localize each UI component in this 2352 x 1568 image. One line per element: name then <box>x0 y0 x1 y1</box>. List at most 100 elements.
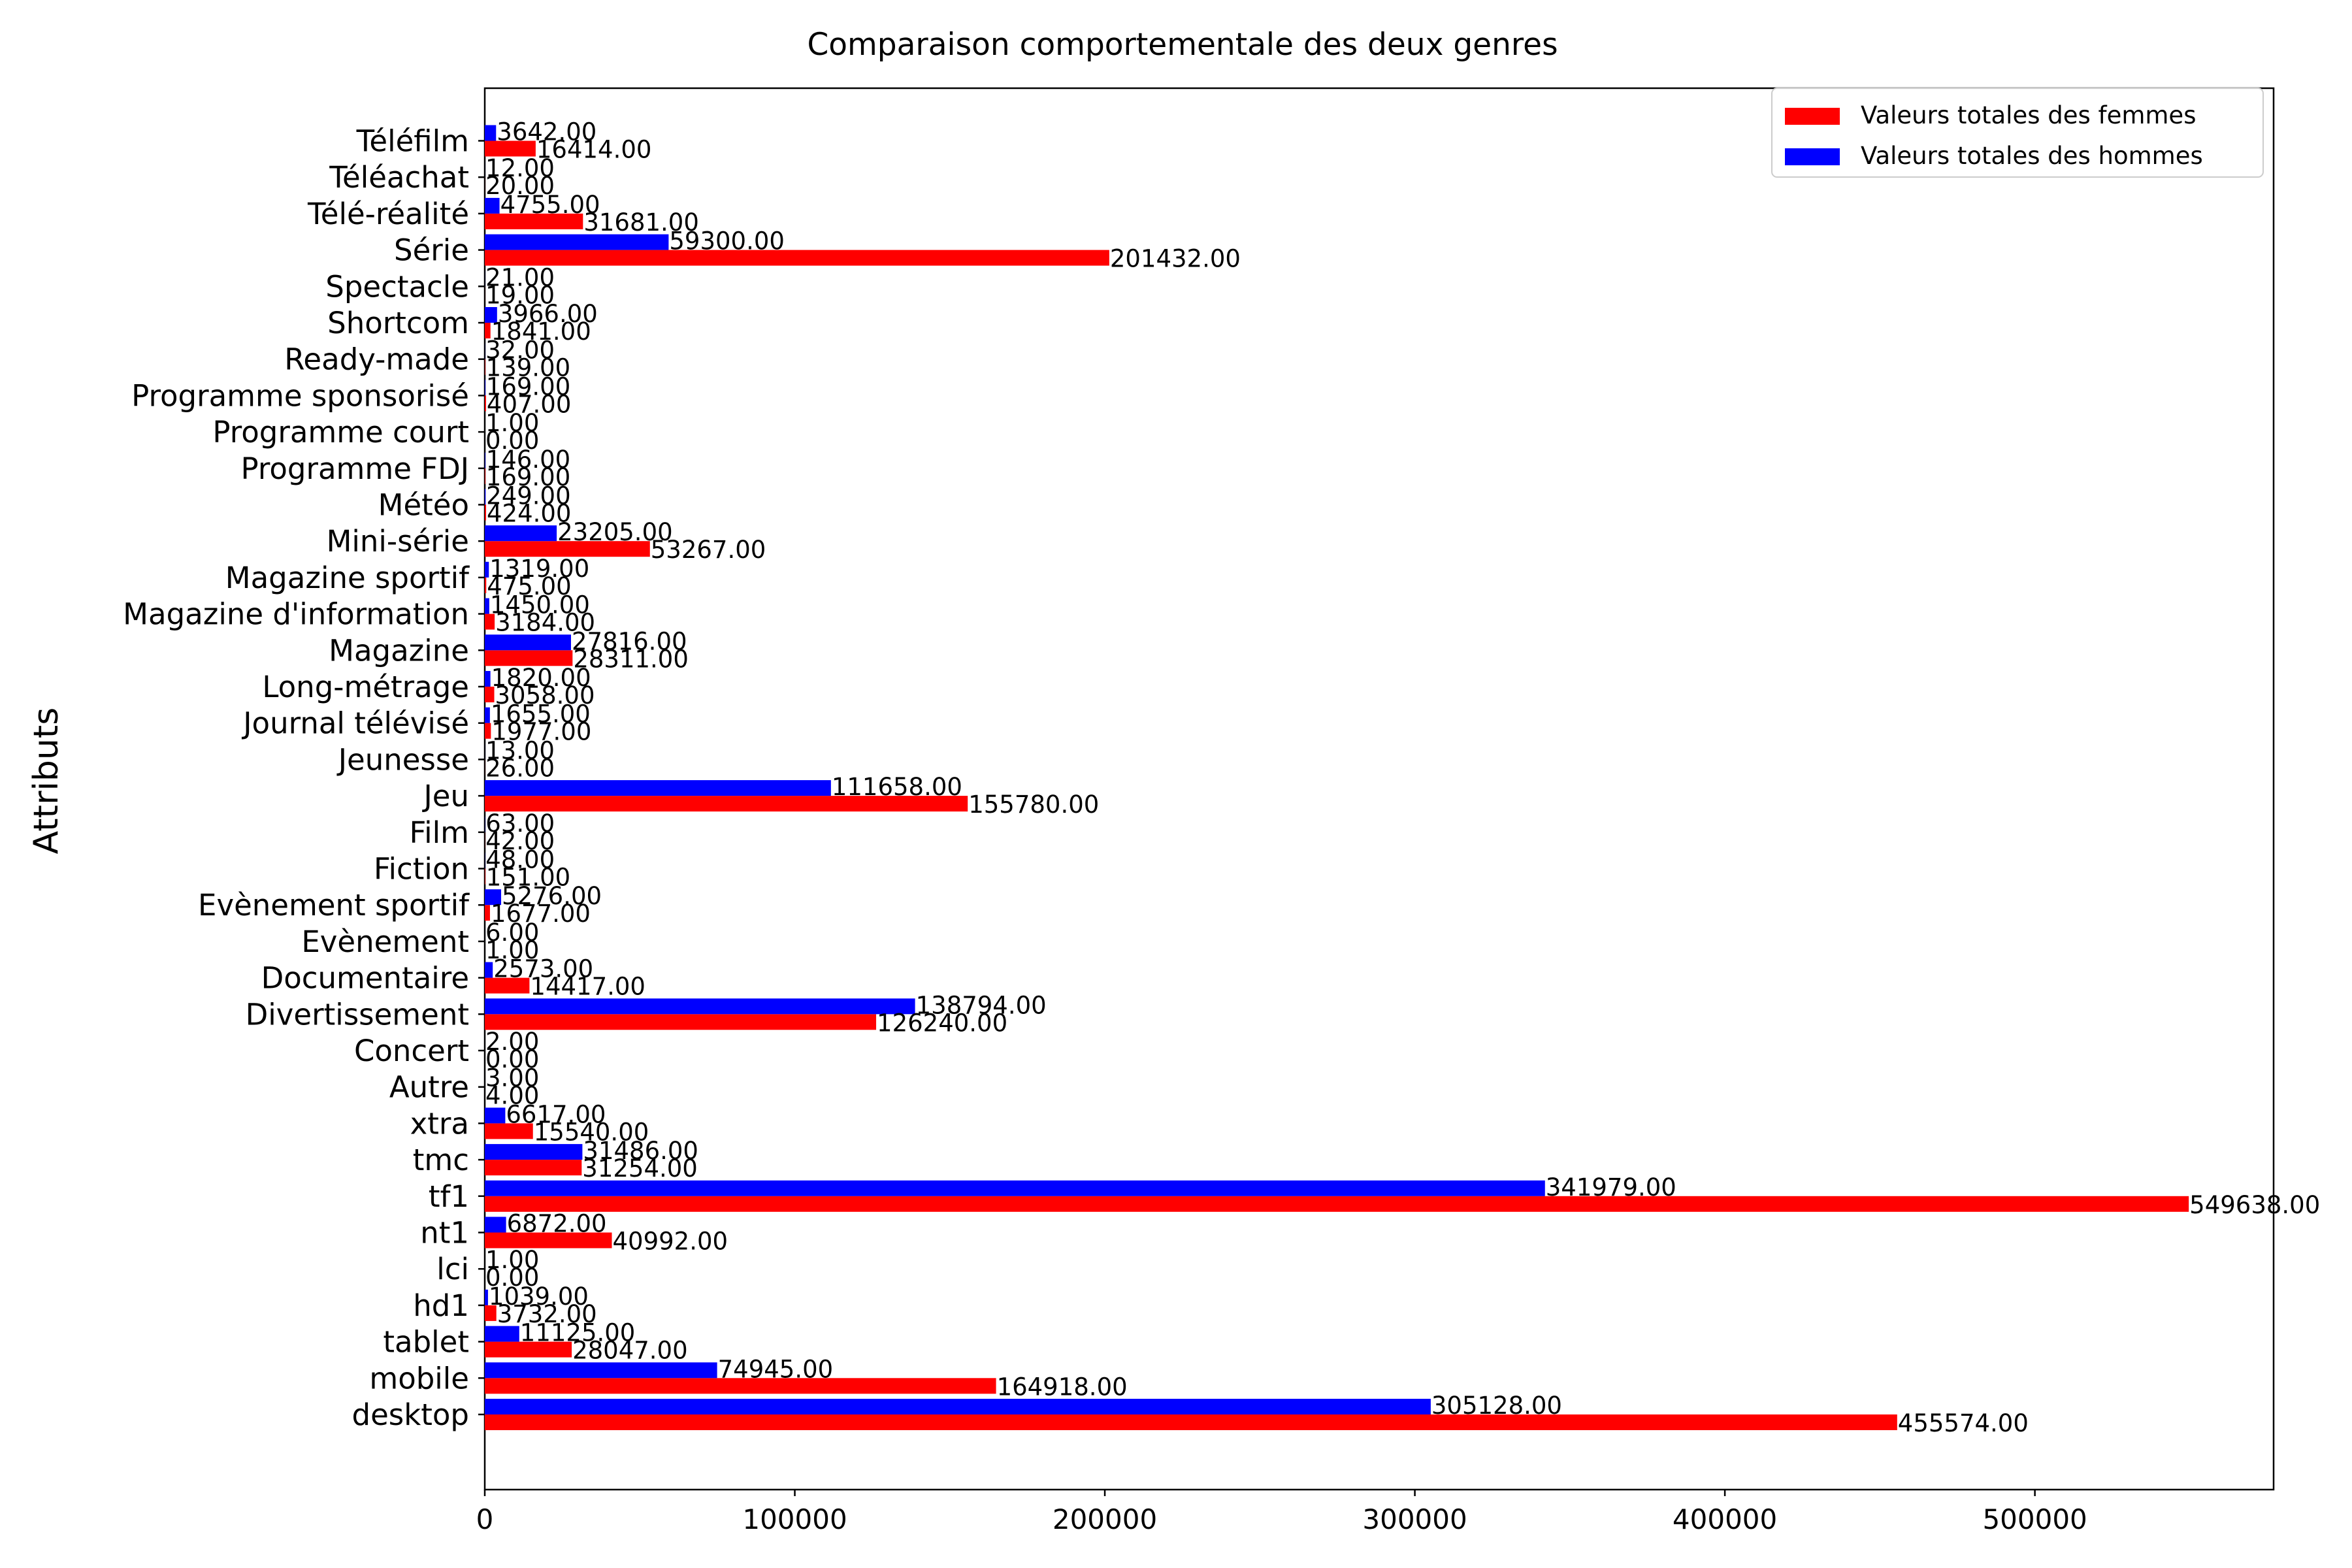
y-tick-label: Magazine <box>329 633 469 668</box>
bar-labels: 305128.00 455574.00 74945.00 164918.00 11125… <box>485 118 2320 1438</box>
y-tick-label: Météo <box>378 488 469 523</box>
bar-label-hommes: 2.00 <box>485 1028 539 1056</box>
bar-label-hommes: 23205.00 <box>557 518 673 546</box>
bar-femmes <box>485 577 487 593</box>
y-tick-label: Spectacle <box>325 269 469 304</box>
bar-label-femmes: 16414.00 <box>536 136 652 164</box>
bar-label-hommes: 1039.00 <box>489 1282 589 1311</box>
y-tick-label: Téléachat <box>329 160 469 195</box>
y-tick-label: xtra <box>410 1106 469 1141</box>
y-tick-label: Magazine sportif <box>225 561 470 595</box>
y-tick-label: desktop <box>352 1397 470 1432</box>
y-tick-label: Autre <box>389 1070 469 1105</box>
bar-label-femmes: 1977.00 <box>491 718 591 746</box>
bar-hommes <box>485 307 497 323</box>
bar-label-femmes: 3184.00 <box>495 609 595 637</box>
bar-label-femmes: 126240.00 <box>877 1009 1007 1037</box>
y-axis-title: Attributs <box>27 708 66 855</box>
bar-hommes <box>485 1217 506 1233</box>
bar-label-hommes: 3642.00 <box>497 118 596 146</box>
bar-hommes <box>485 707 490 723</box>
bar-label-femmes: 3058.00 <box>495 681 595 710</box>
bar-femmes <box>485 1196 2189 1212</box>
bar-label-femmes: 139.00 <box>486 354 570 382</box>
bar-femmes <box>485 504 487 521</box>
bar-label-hommes: 74945.00 <box>718 1355 834 1383</box>
x-tick-label: 500000 <box>1982 1503 2087 1535</box>
bar-label-hommes: 1655.00 <box>491 700 591 728</box>
bar-label-femmes: 42.00 <box>485 827 555 855</box>
bar-label-hommes: 3966.00 <box>498 300 598 328</box>
bar-hommes <box>485 1144 583 1160</box>
y-tick-label: Fiction <box>374 852 469 887</box>
bar-femmes <box>485 905 490 921</box>
legend-swatch <box>1785 108 1840 125</box>
y-tick-label: Concert <box>354 1034 469 1068</box>
bar-label-femmes: 151.00 <box>486 864 570 892</box>
x-tick-label: 0 <box>476 1503 494 1535</box>
bar-femmes <box>485 613 495 630</box>
bar-label-femmes: 0.00 <box>485 1045 539 1073</box>
y-tick-label: Divertissement <box>246 997 469 1032</box>
legend: Valeurs totales des femmes Valeurs totale… <box>1771 88 2264 178</box>
y-tick-label: Evènement sportif <box>198 888 470 923</box>
bar-hommes <box>485 1399 1431 1414</box>
y-tick-label: Documentaire <box>261 961 469 996</box>
bar-hommes <box>485 998 915 1015</box>
bar-label-hommes: 6.00 <box>485 919 539 947</box>
y-tick-label: Jeu <box>422 779 469 813</box>
bar-label-femmes: 26.00 <box>485 754 555 782</box>
bar-femmes <box>485 1232 612 1249</box>
bar-label-hommes: 1.00 <box>485 1246 539 1274</box>
bar-label-hommes: 1.00 <box>485 409 539 437</box>
chart-title: Comparaison comportementale des deux gen… <box>807 27 1558 63</box>
y-tick-label: hd1 <box>413 1288 469 1323</box>
y-tick-label: Journal télévisé <box>241 706 469 741</box>
bar-label-femmes: 201432.00 <box>1110 245 1241 273</box>
bar-label-femmes: 155780.00 <box>968 791 1099 819</box>
bar-hommes <box>485 962 493 978</box>
y-tick-label: Ready-made <box>284 342 469 377</box>
bar-label-hommes: 63.00 <box>485 809 555 838</box>
y-tick-label: Télé-réalité <box>307 197 469 231</box>
y-tick-label: Mini-série <box>327 524 469 559</box>
y-tick-label: Film <box>410 815 469 850</box>
bar-label-hommes: 5276.00 <box>502 882 602 910</box>
y-tick-label: tmc <box>413 1143 469 1177</box>
x-tick-label: 100000 <box>742 1503 847 1535</box>
bar-hommes <box>485 125 497 141</box>
y-tick-label: Programme FDJ <box>241 451 470 486</box>
bar-label-femmes: 169.00 <box>486 463 570 491</box>
bar-label-hommes: 169.00 <box>486 372 570 400</box>
bar-hommes <box>485 1362 717 1379</box>
bar-femmes <box>485 250 1109 266</box>
bar-femmes <box>485 1341 572 1358</box>
bar-label-hommes: 32.00 <box>485 336 555 365</box>
bar-label-hommes: 249.00 <box>486 482 570 510</box>
y-tick-label: tf1 <box>429 1179 469 1214</box>
bar-label-hommes: 6617.00 <box>506 1100 606 1128</box>
bar-label-femmes: 0.00 <box>485 427 539 455</box>
bar-label-femmes: 40992.00 <box>613 1228 728 1256</box>
bar-label-hommes: 305128.00 <box>1431 1392 1562 1420</box>
bar-hommes <box>485 889 502 906</box>
bar-hommes <box>485 234 669 250</box>
legend-entry: Valeurs totales des hommes <box>1861 142 2203 170</box>
bar-label-hommes: 4755.00 <box>500 191 600 219</box>
bar-label-hommes: 12.00 <box>485 154 555 182</box>
bar-label-femmes: 455574.00 <box>1898 1409 2029 1437</box>
x-tick-label: 200000 <box>1053 1503 1157 1535</box>
y-tick-label: Jeunesse <box>336 742 469 777</box>
y-tick-label: tablet <box>383 1325 469 1360</box>
y-tick-label: Série <box>394 233 469 268</box>
legend-box <box>1771 88 2264 178</box>
y-tick-label: Magazine d'information <box>123 597 469 632</box>
bar-label-femmes: 1841.00 <box>491 318 591 346</box>
bar-label-femmes: 475.00 <box>487 572 571 600</box>
bar-label-femmes: 28311.00 <box>573 645 689 673</box>
y-tick-label: mobile <box>369 1361 469 1396</box>
y-tick-label: Téléfilm <box>356 124 469 159</box>
bar-femmes <box>485 140 536 157</box>
bar-femmes <box>485 1378 996 1394</box>
